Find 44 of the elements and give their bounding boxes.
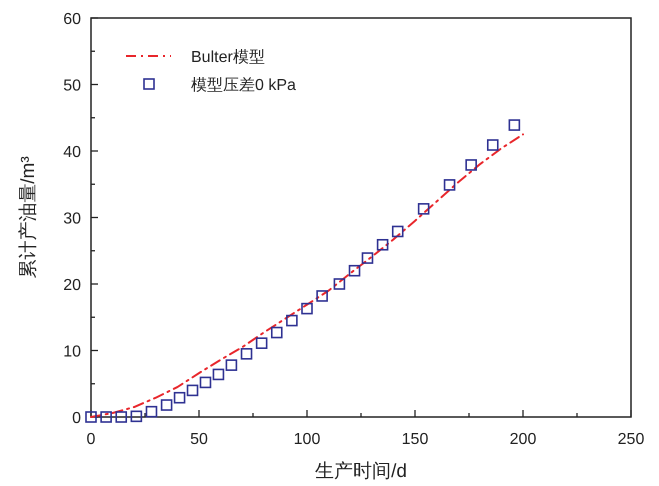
- point: [286, 314, 298, 326]
- point: [160, 399, 172, 411]
- point: [418, 203, 430, 215]
- point: [100, 411, 112, 423]
- point: [376, 238, 388, 251]
- point: [486, 139, 499, 151]
- point: [444, 179, 456, 191]
- x-axis-title: 生产时间/d: [315, 461, 407, 482]
- y-tick-label: 30: [63, 210, 82, 228]
- x-tick-label: 100: [294, 431, 320, 448]
- point: [174, 392, 186, 404]
- x-tick-label: 0: [86, 431, 96, 448]
- point: [316, 290, 328, 302]
- legend-label: Bulter模型: [191, 48, 265, 66]
- legend-label: 模型压差0 kPa: [191, 76, 296, 94]
- point: [186, 384, 198, 396]
- x-tick-label: 200: [510, 431, 536, 448]
- y-tick-label: 0: [72, 410, 82, 427]
- point: [508, 119, 520, 131]
- y-tick-label: 10: [63, 344, 82, 360]
- x-tick-label: 150: [402, 431, 428, 448]
- y-tick-label: 50: [63, 78, 82, 94]
- x-tick-label: 250: [618, 431, 644, 448]
- point: [270, 326, 283, 338]
- y-tick-label: 20: [63, 277, 82, 294]
- point: [212, 368, 224, 380]
- point: [392, 226, 404, 238]
- point: [301, 302, 313, 314]
- point: [334, 278, 346, 290]
- point: [348, 264, 360, 276]
- point: [115, 411, 128, 423]
- y-tick-label: 60: [63, 11, 82, 28]
- point: [362, 252, 374, 264]
- point: [200, 376, 212, 388]
- point: [240, 348, 252, 360]
- point: [256, 337, 268, 349]
- x-tick-label: 50: [190, 431, 208, 448]
- point: [85, 411, 97, 423]
- point: [146, 406, 158, 418]
- point: [130, 410, 142, 422]
- point: [226, 359, 238, 371]
- y-tick-label: 40: [63, 144, 82, 161]
- y-axis-title: 累计产油量/m³: [18, 156, 39, 279]
- point: [465, 159, 477, 171]
